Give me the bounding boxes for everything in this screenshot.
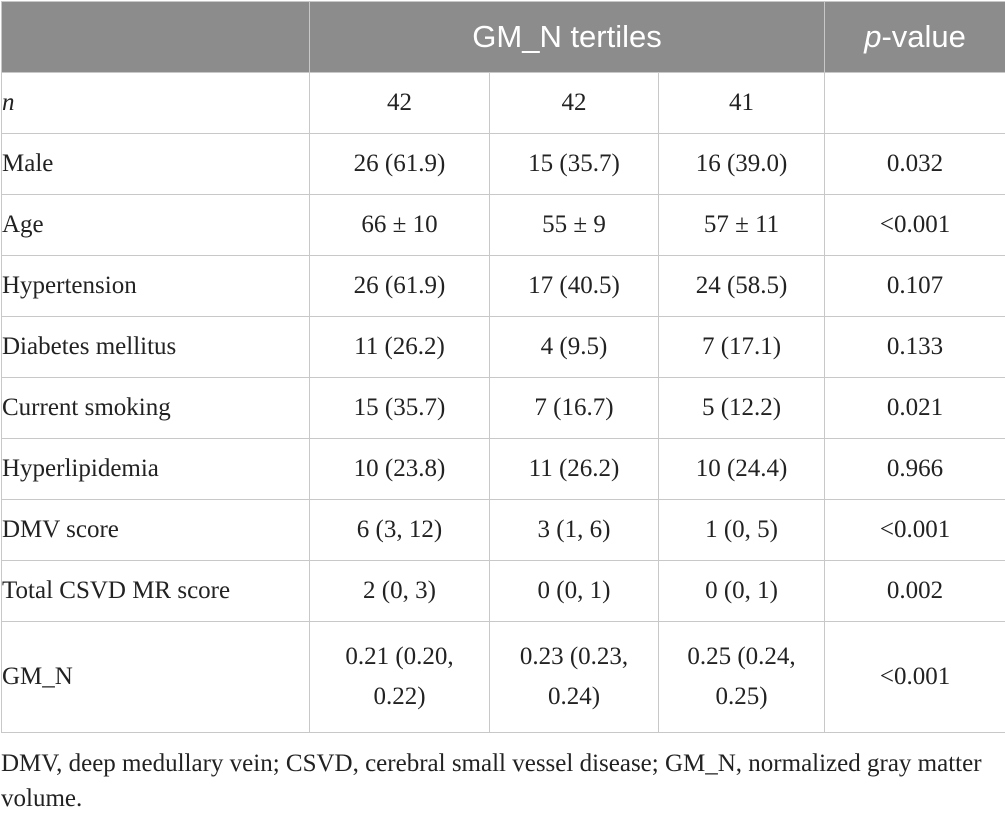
tertile-3-value: 41 [657,72,826,134]
header-blank-cell [1,1,310,73]
p-value: 0.002 [824,560,1005,622]
tertile-3-value: 1 (0, 5) [657,499,826,561]
table-row: Hypertension 26 (61.9) 17 (40.5) 24 (58.… [1,255,1005,317]
tertile-2-value: 0 (0, 1) [489,560,659,622]
tertile-1-value: 10 (23.8) [309,438,490,500]
table-row: Diabetes mellitus 11 (26.2) 4 (9.5) 7 (1… [1,316,1005,378]
tertile-2-value: 3 (1, 6) [489,499,659,561]
header-pvalue-italic: p [864,19,882,54]
tertile-2-value: 7 (16.7) [489,377,659,439]
row-label: Hypertension [1,255,310,317]
p-value: 0.107 [824,255,1005,317]
table-row: n 42 42 41 [1,72,1005,134]
row-label: Age [1,194,310,256]
value-line: 0.25 (0.24, [687,643,796,670]
value-line: 0.22) [373,683,426,710]
tertile-3-value: 0.25 (0.24, 0.25) [657,621,826,733]
tertile-3-value-text: 0.25 (0.24, 0.25) [687,637,795,717]
value-line: 0.25) [715,683,768,710]
row-label: Current smoking [1,377,310,439]
p-value: 0.966 [824,438,1005,500]
p-value: 0.133 [824,316,1005,378]
tertile-3-value: 5 (12.2) [657,377,826,439]
tertile-3-value: 57 ± 11 [657,194,826,256]
table-row: Hyperlipidemia 10 (23.8) 11 (26.2) 10 (2… [1,438,1005,500]
tertile-1-value: 6 (3, 12) [309,499,490,561]
tertile-2-value: 15 (35.7) [489,133,659,195]
header-pvalue: p-value [824,1,1005,73]
tertile-2-value-text: 0.23 (0.23, 0.24) [520,637,628,717]
table-row: DMV score 6 (3, 12) 3 (1, 6) 1 (0, 5) <0… [1,499,1005,561]
header-pvalue-rest: -value [881,19,966,54]
table-header-row: GM_N tertiles p-value [1,1,1005,73]
tertile-1-value: 26 (61.9) [309,133,490,195]
value-line: 0.23 (0.23, [519,643,629,670]
p-value: <0.001 [824,194,1005,256]
p-value: 0.032 [824,133,1005,195]
tertile-1-value: 0.21 (0.20, 0.22) [309,621,490,733]
characteristics-table: GM_N tertiles p-value n 42 42 41 Male 26… [1,1,1005,733]
tertile-1-value: 42 [309,72,490,134]
tertile-2-value: 4 (9.5) [489,316,659,378]
table-row: Current smoking 15 (35.7) 7 (16.7) 5 (12… [1,377,1005,439]
header-tertiles: GM_N tertiles [308,1,826,73]
row-label: Diabetes mellitus [1,316,310,378]
tertile-1-value: 2 (0, 3) [309,560,490,622]
tertile-3-value: 16 (39.0) [657,133,826,195]
tertile-3-value: 0 (0, 1) [657,560,826,622]
tertile-2-value: 55 ± 9 [489,194,659,256]
tertile-2-value: 0.23 (0.23, 0.24) [489,621,659,733]
table-row: GM_N 0.21 (0.20, 0.22) 0.23 (0.23, 0.24) 0… [1,621,1005,733]
p-value: 0.021 [824,377,1005,439]
tertile-1-value: 66 ± 10 [309,194,490,256]
row-label: Hyperlipidemia [1,438,310,500]
row-label: n [1,72,310,134]
p-value: <0.001 [824,621,1005,733]
tertile-1-value: 11 (26.2) [309,316,490,378]
row-label: GM_N [1,621,310,733]
row-label: Male [1,133,310,195]
table-row: Male 26 (61.9) 15 (35.7) 16 (39.0) 0.032 [1,133,1005,195]
table-row: Total CSVD MR score 2 (0, 3) 0 (0, 1) 0 … [1,560,1005,622]
tertile-2-value: 42 [489,72,659,134]
tertile-3-value: 10 (24.4) [657,438,826,500]
tertile-2-value: 11 (26.2) [489,438,659,500]
tertile-1-value-text: 0.21 (0.20, 0.22) [345,637,453,717]
table-footnote: DMV, deep medullary vein; CSVD, cerebral… [1,750,982,812]
table-row: Age 66 ± 10 55 ± 9 57 ± 11 <0.001 [1,194,1005,256]
row-label: Total CSVD MR score [1,560,310,622]
tertile-2-value: 17 (40.5) [489,255,659,317]
p-value: <0.001 [824,499,1005,561]
value-line: 0.24) [547,683,601,710]
value-line: 0.21 (0.20, [345,643,454,670]
tertile-1-value: 15 (35.7) [309,377,490,439]
p-value [824,72,1005,134]
row-label: DMV score [1,499,310,561]
tertile-3-value: 24 (58.5) [657,255,826,317]
tertile-1-value: 26 (61.9) [309,255,490,317]
tertile-3-value: 7 (17.1) [657,316,826,378]
